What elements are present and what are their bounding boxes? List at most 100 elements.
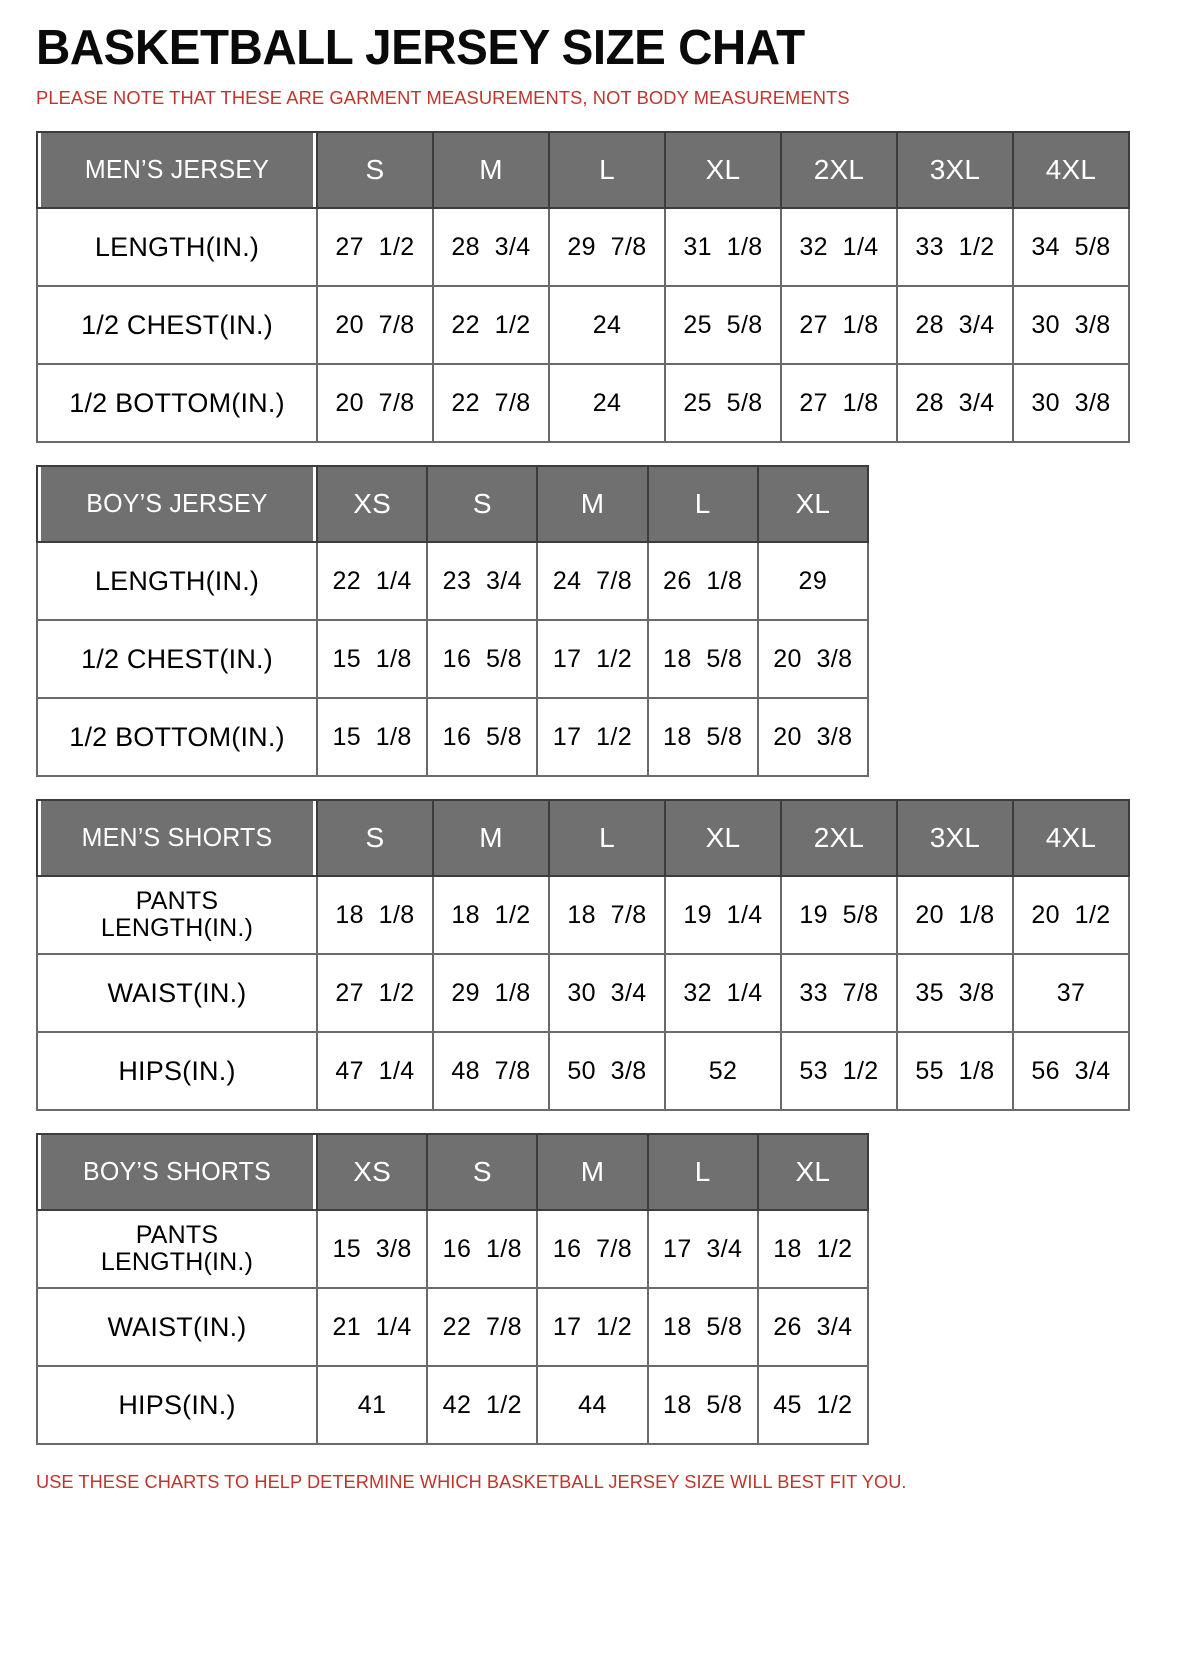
garment-measurement-note: PLEASE NOTE THAT THESE ARE GARMENT MEASU… bbox=[36, 86, 850, 108]
measurement-value: 30 3/8 bbox=[1012, 363, 1130, 444]
measurement-value: 24 7/8 bbox=[536, 541, 649, 622]
measurement-label: PANTS LENGTH(IN.) bbox=[36, 1209, 318, 1290]
measurement-value: 53 1/2 bbox=[780, 1031, 898, 1112]
table-row: HIPS(IN.) 47 1/4 48 7/8 50 3/8 52 53 1/2 55 1/… bbox=[36, 1031, 1130, 1112]
size-table-boys-jersey: BOY’S JERSEY XS S M L XL LENGTH(IN.) 22 1/4 23 3… bbox=[36, 465, 869, 778]
measurement-value: 20 7/8 bbox=[316, 285, 434, 366]
measurement-value: 37 bbox=[1012, 953, 1130, 1034]
measurement-value: 24 bbox=[548, 363, 666, 444]
measurement-value: 18 5/8 bbox=[646, 1287, 759, 1368]
measurement-value: 33 7/8 bbox=[780, 953, 898, 1034]
measurement-value: 27 1/8 bbox=[780, 285, 898, 366]
measurement-value: 55 1/8 bbox=[896, 1031, 1014, 1112]
measurement-value: 28 3/4 bbox=[432, 207, 550, 288]
measurement-value: 56 3/4 bbox=[1012, 1031, 1130, 1112]
size-column-header: S bbox=[316, 131, 434, 210]
measurement-value: 45 1/2 bbox=[756, 1365, 869, 1446]
measurement-value: 32 1/4 bbox=[780, 207, 898, 288]
table-row: 1/2 BOTTOM(IN.) 15 1/8 16 5/8 17 1/2 18 5/8 2… bbox=[36, 697, 869, 778]
table-row: 1/2 BOTTOM(IN.) 20 7/8 22 7/8 24 25 5/8 27 1/… bbox=[36, 363, 1130, 444]
size-column-header: L bbox=[646, 1133, 759, 1212]
measurement-value: 21 1/4 bbox=[315, 1287, 429, 1368]
measurement-value: 18 5/8 bbox=[646, 619, 759, 700]
measurement-value: 24 bbox=[548, 285, 666, 366]
table-title-boys-jersey: BOY’S JERSEY bbox=[38, 465, 316, 544]
size-column-header: XL bbox=[664, 799, 782, 878]
measurement-value: 34 5/8 bbox=[1012, 207, 1130, 288]
measurement-value: 29 1/8 bbox=[432, 953, 550, 1034]
table-header-row: MEN’S SHORTS S M L XL 2XL 3XL 4XL bbox=[37, 799, 1130, 878]
measurement-label: 1/2 CHEST(IN.) bbox=[36, 619, 318, 700]
measurement-value: 27 1/8 bbox=[780, 363, 898, 444]
measurement-value: 30 3/8 bbox=[1012, 285, 1130, 366]
size-column-header: XL bbox=[664, 131, 782, 210]
table-row: WAIST(IN.) 27 1/2 29 1/8 30 3/4 32 1/4 33 7/8… bbox=[36, 953, 1130, 1034]
measurement-value: 29 bbox=[756, 541, 869, 622]
table-title-mens-jersey: MEN’S JERSEY bbox=[38, 131, 316, 210]
measurement-value: 16 5/8 bbox=[426, 619, 539, 700]
measurement-value: 47 1/4 bbox=[316, 1031, 434, 1112]
measurement-value: 16 1/8 bbox=[426, 1209, 539, 1290]
size-column-header: M bbox=[432, 799, 550, 878]
measurement-value: 28 3/4 bbox=[896, 285, 1014, 366]
measurement-label: 1/2 BOTTOM(IN.) bbox=[36, 363, 318, 444]
size-column-header: S bbox=[426, 465, 539, 544]
measurement-value: 29 7/8 bbox=[548, 207, 666, 288]
table-row: PANTS LENGTH(IN.) 15 3/8 16 1/8 16 7/8 17 3/4… bbox=[36, 1209, 869, 1290]
measurement-value: 18 5/8 bbox=[646, 1365, 759, 1446]
size-column-header: 4XL bbox=[1012, 799, 1130, 878]
measurement-value: 35 3/8 bbox=[896, 953, 1014, 1034]
size-table-boys-shorts: BOY’S SHORTS XS S M L XL PANTS LENGTH(IN.) 15 3/… bbox=[36, 1133, 869, 1446]
table-title-mens-shorts: MEN’S SHORTS bbox=[38, 799, 316, 878]
size-column-header: XS bbox=[315, 1133, 429, 1212]
measurement-value: 20 7/8 bbox=[316, 363, 434, 444]
measurement-value: 18 1/8 bbox=[316, 875, 434, 956]
measurement-value: 27 1/2 bbox=[316, 953, 434, 1034]
size-column-header: M bbox=[536, 1133, 649, 1212]
measurement-value: 20 3/8 bbox=[756, 619, 869, 700]
measurement-label: LENGTH(IN.) bbox=[36, 541, 318, 622]
size-column-header: S bbox=[316, 799, 434, 878]
size-column-header: L bbox=[646, 465, 759, 544]
measurement-value: 18 5/8 bbox=[646, 697, 759, 778]
size-column-header: XS bbox=[315, 465, 429, 544]
measurement-value: 20 1/2 bbox=[1012, 875, 1130, 956]
table-row: LENGTH(IN.) 27 1/2 28 3/4 29 7/8 31 1/8 32 1/… bbox=[36, 207, 1130, 288]
measurement-value: 25 5/8 bbox=[664, 363, 782, 444]
measurement-value: 33 1/2 bbox=[896, 207, 1014, 288]
measurement-value: 17 3/4 bbox=[646, 1209, 759, 1290]
measurement-value: 22 7/8 bbox=[432, 363, 550, 444]
table-row: LENGTH(IN.) 22 1/4 23 3/4 24 7/8 26 1/8 29 bbox=[36, 541, 869, 622]
measurement-value: 22 1/2 bbox=[432, 285, 550, 366]
measurement-value: 23 3/4 bbox=[426, 541, 539, 622]
table-row: 1/2 CHEST(IN.) 20 7/8 22 1/2 24 25 5/8 27 1/8… bbox=[36, 285, 1130, 366]
size-column-header: 4XL bbox=[1012, 131, 1130, 210]
measurement-value: 22 7/8 bbox=[426, 1287, 539, 1368]
measurement-value: 15 1/8 bbox=[315, 697, 429, 778]
measurement-value: 18 1/2 bbox=[756, 1209, 869, 1290]
size-column-header: 2XL bbox=[780, 131, 898, 210]
table-row: WAIST(IN.) 21 1/4 22 7/8 17 1/2 18 5/8 26 3/4 bbox=[36, 1287, 869, 1368]
measurement-value: 50 3/8 bbox=[548, 1031, 666, 1112]
measurement-label: 1/2 CHEST(IN.) bbox=[36, 285, 318, 366]
measurement-value: 17 1/2 bbox=[536, 1287, 649, 1368]
size-column-header: M bbox=[432, 131, 550, 210]
measurement-value: 17 1/2 bbox=[536, 619, 649, 700]
size-column-header: S bbox=[426, 1133, 539, 1212]
size-tables-container: MEN’S JERSEY S M L XL 2XL 3XL 4XL LENGTH(IN.) 27 … bbox=[36, 131, 1164, 1446]
measurement-value: 18 7/8 bbox=[548, 875, 666, 956]
measurement-value: 27 1/2 bbox=[316, 207, 434, 288]
measurement-label: WAIST(IN.) bbox=[36, 1287, 318, 1368]
measurement-value: 32 1/4 bbox=[664, 953, 782, 1034]
measurement-value: 25 5/8 bbox=[664, 285, 782, 366]
footer-note: USE THESE CHARTS TO HELP DETERMINE WHICH… bbox=[36, 1471, 907, 1493]
table-header-row: BOY’S JERSEY XS S M L XL bbox=[37, 465, 869, 544]
size-column-header: 3XL bbox=[896, 131, 1014, 210]
measurement-value: 30 3/4 bbox=[548, 953, 666, 1034]
measurement-value: 16 7/8 bbox=[536, 1209, 649, 1290]
measurement-value: 28 3/4 bbox=[896, 363, 1014, 444]
measurement-value: 26 3/4 bbox=[756, 1287, 869, 1368]
size-table-mens-jersey: MEN’S JERSEY S M L XL 2XL 3XL 4XL LENGTH(IN.) 27 … bbox=[36, 131, 1130, 444]
measurement-value: 26 1/8 bbox=[646, 541, 759, 622]
table-header-row: BOY’S SHORTS XS S M L XL bbox=[37, 1133, 869, 1212]
